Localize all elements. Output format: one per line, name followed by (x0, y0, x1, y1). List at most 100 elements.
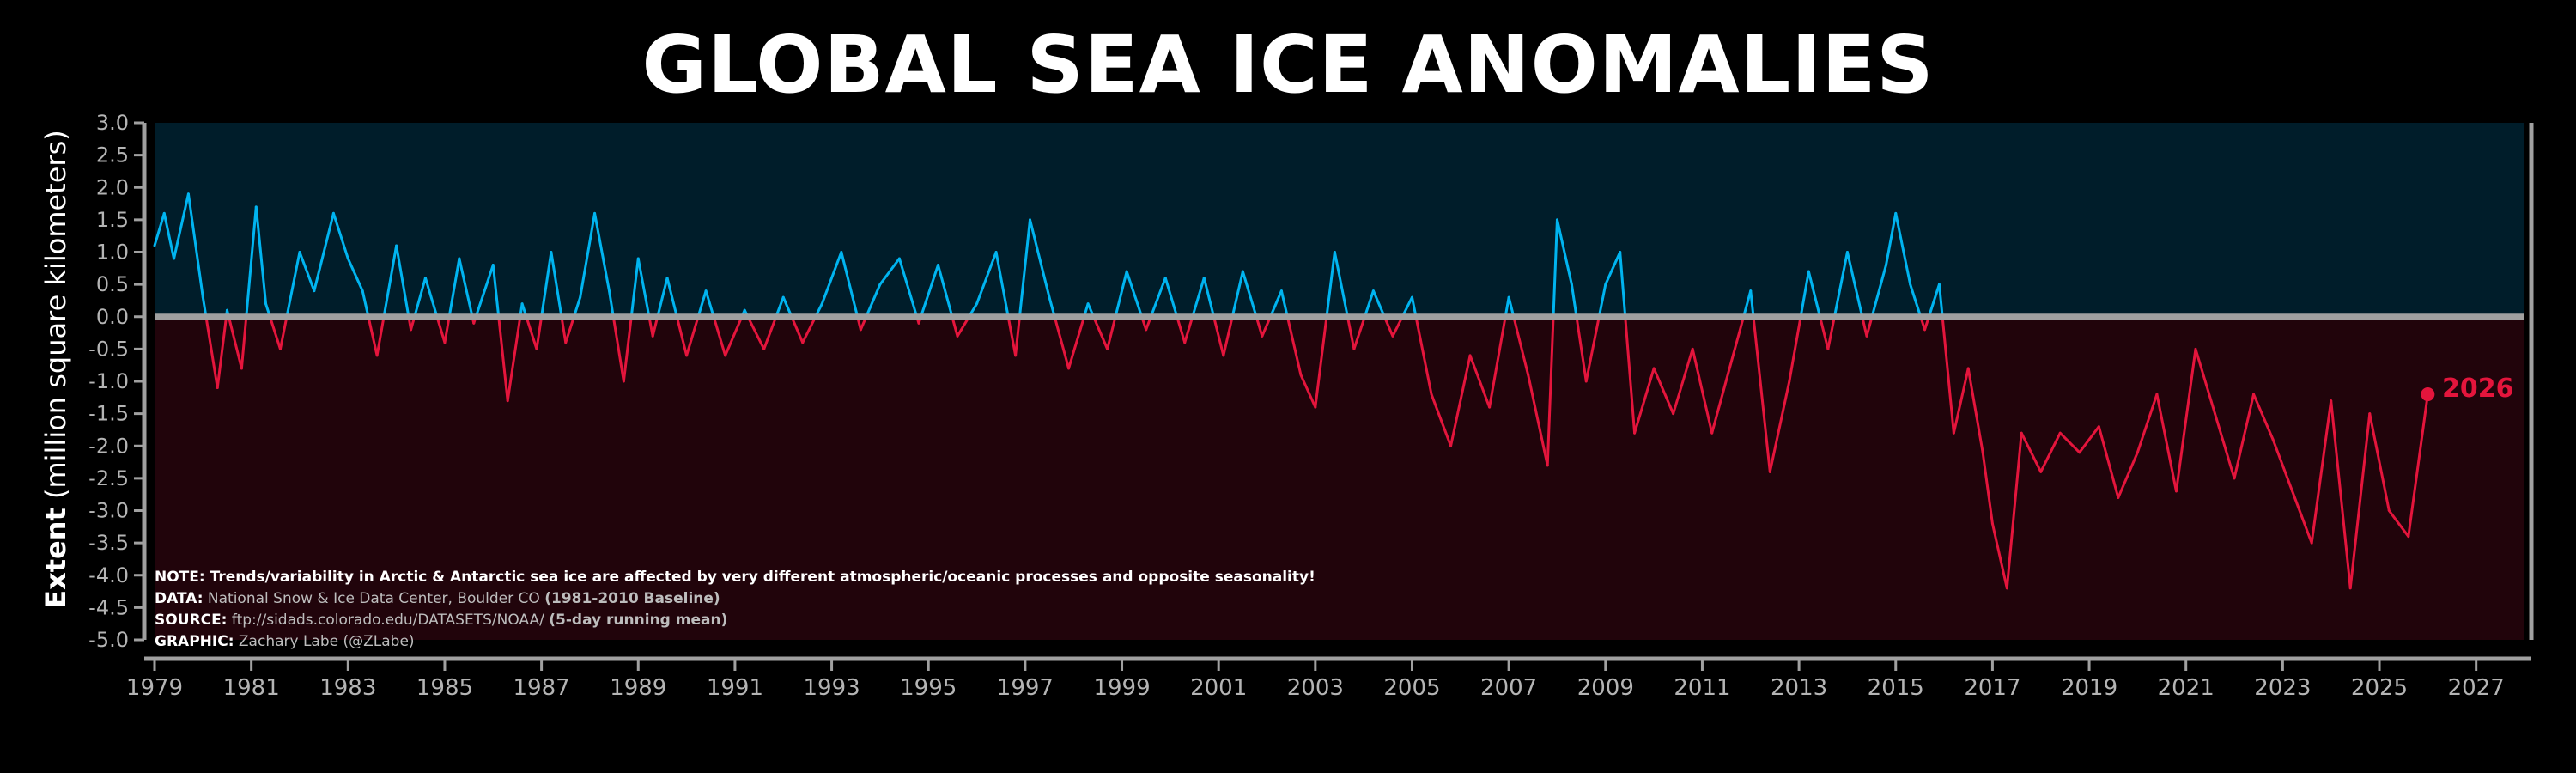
series-segment (975, 251, 998, 306)
series-segment (1414, 315, 1433, 396)
series-segment (2233, 393, 2256, 480)
x-tick-label: 2007 (1480, 675, 1537, 701)
series-segment (1768, 380, 1791, 473)
series-segment (1269, 289, 1283, 319)
series-segment (254, 205, 268, 306)
y-tick-label: -2.0 (88, 434, 129, 458)
series-segment (1279, 289, 1289, 319)
notes-block: NOTE: Trends/variability in Arctic & Ant… (155, 567, 1315, 653)
note-line: NOTE: Trends/variability in Arctic & Ant… (155, 567, 1315, 588)
series-segment (216, 315, 228, 390)
series-segment (1255, 315, 1264, 338)
series-segment (1285, 315, 1303, 376)
y-tick-label: -1.0 (88, 369, 129, 393)
series-segment (1927, 283, 1941, 319)
series-segment (1819, 315, 1830, 350)
series-segment (382, 244, 398, 319)
series-segment (227, 315, 243, 370)
x-tick-label: 1987 (513, 675, 570, 701)
series-segment (2136, 393, 2159, 454)
series-segment (865, 283, 882, 319)
series-segment (1222, 315, 1234, 357)
series-segment (245, 205, 258, 319)
series-segment (1346, 315, 1356, 350)
series-segment (525, 315, 538, 350)
series-segment (2117, 451, 2139, 499)
series-segment (1788, 315, 1802, 383)
series-segment (240, 315, 248, 370)
series-segment (367, 315, 379, 357)
series-segment (1691, 347, 1714, 435)
x-tick-label: 1985 (416, 675, 473, 701)
y-tick-label: -5.0 (88, 628, 129, 652)
x-tick-label: 2003 (1287, 675, 1344, 701)
series-segment (1845, 251, 1864, 319)
series-segment (1826, 315, 1836, 350)
series-segment (162, 211, 176, 260)
series-segment (2271, 438, 2294, 493)
series-segment (1619, 251, 1627, 319)
y-tick-label: 2.5 (96, 143, 129, 167)
series-segment (268, 315, 282, 350)
series-segment (956, 315, 971, 338)
series-segment (1006, 315, 1018, 357)
y-tick-label: -3.5 (88, 531, 129, 555)
series-segment (1861, 315, 1868, 338)
x-tick-label: 2017 (1964, 675, 2020, 701)
series-segment (1604, 251, 1622, 286)
series-segment (1552, 218, 1558, 319)
series-segment (361, 289, 370, 319)
x-tick-label: 2013 (1771, 675, 1827, 701)
series-segment (346, 257, 364, 293)
y-tick-label: -1.5 (88, 402, 129, 426)
series-segment (1261, 315, 1273, 338)
end-point-marker (2421, 387, 2435, 402)
x-tick-label: 1983 (319, 675, 376, 701)
series-segment (2194, 347, 2217, 416)
series-segment (474, 264, 495, 319)
series-segment (1241, 270, 1258, 319)
series-segment (1430, 393, 1453, 447)
y-tick-label: 2.0 (96, 175, 129, 199)
series-segment (153, 211, 166, 247)
series-segment (1865, 315, 1874, 338)
series-segment (1742, 289, 1753, 319)
x-tick-label: 1979 (126, 675, 183, 701)
series-segment (1555, 218, 1573, 286)
series-segment (2078, 425, 2100, 454)
series-segment (1333, 251, 1349, 319)
series-segment (1018, 218, 1032, 319)
series-segment (675, 315, 689, 357)
series-segment (1014, 315, 1021, 357)
series-segment (1183, 315, 1194, 344)
series-segment (994, 251, 1010, 319)
series-segment (186, 192, 204, 299)
x-tick-label: 1997 (997, 675, 1054, 701)
series-segment (775, 295, 785, 319)
y-tick-label: -3.0 (88, 499, 129, 523)
series-segment (2387, 509, 2410, 539)
data-key: DATA: (155, 590, 204, 607)
x-tick-label: 1999 (1093, 675, 1150, 701)
series-segment (651, 315, 659, 338)
series-segment (285, 251, 301, 319)
x-tick-label: 2019 (2061, 675, 2117, 701)
data-line: DATA: National Snow & Ice Data Center, B… (155, 588, 1315, 610)
graphic-line: GRAPHIC: Zachary Labe (@ZLabe) (155, 631, 1315, 653)
series-segment (413, 277, 427, 319)
series-segment (665, 277, 678, 319)
series-segment (1048, 295, 1056, 319)
series-segment (1106, 315, 1117, 350)
series-layer (153, 192, 2429, 590)
series-segment (781, 295, 793, 319)
graphic-value: Zachary Labe (@ZLabe) (234, 633, 415, 650)
series-segment (746, 315, 766, 350)
series-segment (1546, 315, 1555, 467)
x-tick-label: 1989 (610, 675, 666, 701)
series-segment (2407, 393, 2429, 539)
series-segment (1512, 315, 1530, 376)
series-segment (298, 251, 316, 293)
data-baseline: (1981-2010 Baseline) (544, 590, 720, 607)
series-segment (1597, 283, 1607, 319)
series-segment (1652, 367, 1675, 416)
